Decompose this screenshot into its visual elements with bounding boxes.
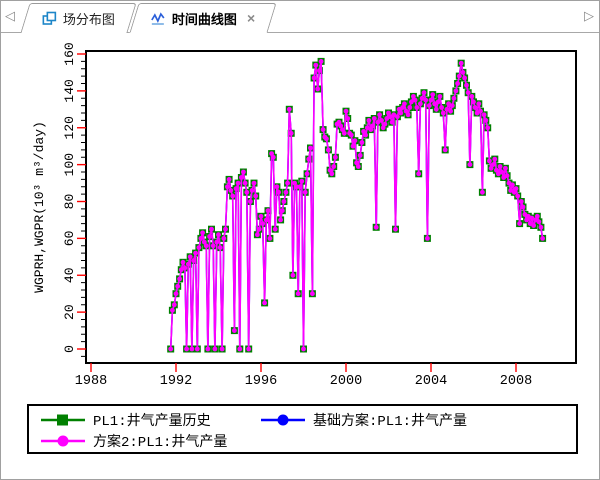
tab-field-map-label: 场分布图 xyxy=(62,12,115,27)
legend-swatch-history xyxy=(41,414,85,426)
svg-text:120: 120 xyxy=(62,116,77,139)
svg-text:0: 0 xyxy=(62,345,77,353)
legend-label-base-case: 基础方案:PL1:井气产量 xyxy=(313,414,468,430)
legend-entry-base-case: 基础方案:PL1:井气产量 xyxy=(261,411,468,430)
svg-text:2004: 2004 xyxy=(415,374,447,389)
legend-swatch-base-case xyxy=(261,414,305,426)
svg-text:2000: 2000 xyxy=(330,374,362,389)
time-curve-icon xyxy=(151,11,166,26)
svg-text:WGPRH,WGPR(10³ m³/day): WGPRH,WGPR(10³ m³/day) xyxy=(32,121,47,293)
svg-text:1988: 1988 xyxy=(75,374,107,389)
legend-label-history: PL1:井气产量历史 xyxy=(93,414,211,430)
svg-text:60: 60 xyxy=(62,231,77,247)
tab-time-curve[interactable]: 时间曲线图 × xyxy=(129,3,277,33)
tab-strip: 场分布图 时间曲线图 × xyxy=(20,3,277,33)
legend-entry-case2: 方案2:PL1:井气产量 xyxy=(41,432,228,451)
legend-box: PL1:井气产量历史 基础方案:PL1:井气产量 方案2:PL1:井气产量 xyxy=(27,404,578,454)
tab-bar: ◁ 场分布图 时间曲线图 × xyxy=(1,1,599,33)
legend-swatch-case2 xyxy=(41,435,85,447)
svg-text:2008: 2008 xyxy=(500,374,532,389)
svg-text:140: 140 xyxy=(62,79,77,102)
svg-text:40: 40 xyxy=(62,267,77,283)
svg-text:1992: 1992 xyxy=(160,374,192,389)
svg-text:80: 80 xyxy=(62,194,77,210)
svg-text:160: 160 xyxy=(62,42,77,65)
tab-field-map[interactable]: 场分布图 xyxy=(20,3,137,33)
tab-close-icon[interactable]: × xyxy=(247,10,256,26)
tab-scroll-left-icon[interactable]: ◁ xyxy=(5,8,15,23)
legend-label-case2: 方案2:PL1:井气产量 xyxy=(93,435,228,451)
field-map-icon xyxy=(42,11,57,26)
tab-scroll-right-icon[interactable]: ▷ xyxy=(584,8,594,23)
tab-time-curve-label: 时间曲线图 xyxy=(172,11,238,27)
svg-text:20: 20 xyxy=(62,304,77,320)
plot-canvas[interactable]: 0 20 40 60 80 100 120 140 160 1988 1992 1996 2000 200… xyxy=(1,33,599,399)
legend-entry-history: PL1:井气产量历史 xyxy=(41,411,211,430)
svg-text:100: 100 xyxy=(62,153,77,176)
chart-area: 0 20 40 60 80 100 120 140 160 1988 1992 1996 2000 200… xyxy=(1,33,599,399)
svg-text:1996: 1996 xyxy=(245,374,277,389)
